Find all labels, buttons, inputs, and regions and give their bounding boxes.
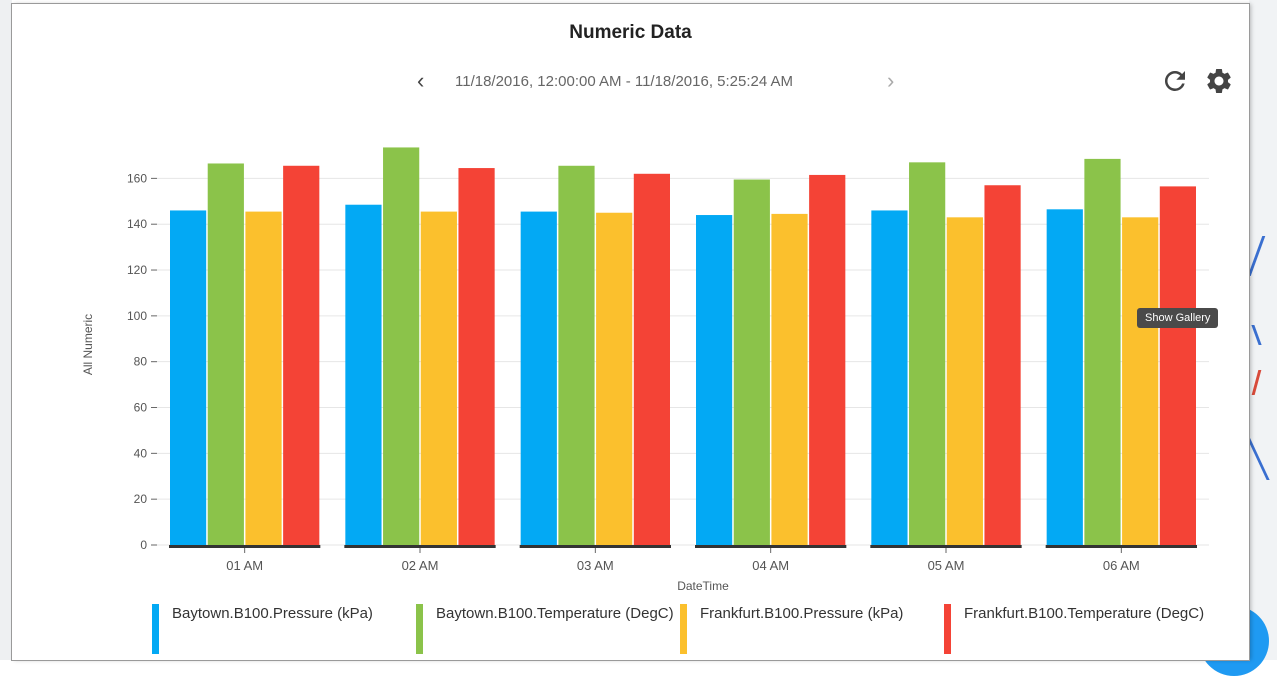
bar: [1159, 186, 1196, 546]
y-tick-label: 140: [127, 217, 147, 231]
x-tick-label: 04 AM: [752, 558, 789, 573]
legend-swatch: [416, 604, 423, 654]
x-axis-label: DateTime: [677, 579, 729, 593]
x-tick-label: 01 AM: [226, 558, 263, 573]
y-tick-label: 40: [134, 446, 148, 460]
bar: [458, 168, 495, 545]
bar: [1122, 217, 1159, 545]
legend-label: Frankfurt.B100.Pressure (kPa): [700, 605, 904, 622]
bar: [696, 215, 733, 545]
x-tick-label: 05 AM: [928, 558, 965, 573]
bar: [1084, 158, 1121, 545]
x-tick-label: 06 AM: [1103, 558, 1140, 573]
gallery-thumbnail: [1249, 430, 1277, 480]
legend-label: Frankfurt.B100.Temperature (DegC): [964, 605, 1205, 622]
legend-label: Baytown.B100.Temperature (DegC): [436, 605, 674, 622]
bar-chart: 0 20 40 60 80 100 120 140 160 All Numeric 01 AM 02 …: [81, 147, 1209, 593]
y-tick-label: 160: [127, 171, 147, 185]
gallery-thumbnail: [1251, 370, 1276, 395]
y-tick-label: 0: [140, 538, 147, 552]
legend-swatch: [944, 604, 951, 654]
bar: [733, 179, 770, 545]
y-axis-label: All Numeric: [81, 314, 95, 375]
bar: [809, 174, 846, 546]
bar: [633, 173, 670, 545]
bar: [909, 162, 946, 545]
gallery-thumbnail: [1251, 325, 1276, 345]
bar: [245, 211, 282, 545]
gallery-thumbnail: [1249, 236, 1277, 276]
bar: [207, 163, 244, 545]
chart-legend: Baytown.B100.Pressure (kPa) Baytown.B100…: [152, 602, 1212, 660]
bar: [596, 212, 633, 545]
y-tick-label: 60: [134, 401, 148, 415]
background-left-edge: [0, 0, 12, 660]
chart-panel: Numeric Data ‹ 11/18/2016, 12:00:00 AM -…: [12, 4, 1249, 660]
chart-title: Numeric Data: [569, 22, 692, 43]
bar: [383, 147, 420, 546]
chevron-left-icon[interactable]: ‹: [417, 68, 425, 93]
bar: [420, 211, 457, 545]
legend-label: Baytown.B100.Pressure (kPa): [172, 605, 373, 622]
bar: [946, 217, 983, 545]
legend-swatch: [152, 604, 159, 654]
bar: [558, 165, 595, 546]
gear-icon[interactable]: [1204, 66, 1234, 96]
x-tick-label: 02 AM: [402, 558, 439, 573]
bar: [520, 211, 557, 545]
bar: [283, 165, 320, 546]
bar: [984, 185, 1021, 545]
bar: [1046, 209, 1083, 545]
y-tick-label: 80: [134, 355, 148, 369]
chevron-right-icon[interactable]: ›: [887, 68, 895, 93]
bar: [871, 210, 908, 546]
bar: [771, 213, 808, 546]
legend-swatch: [680, 604, 687, 654]
y-tick-label: 20: [134, 492, 148, 506]
show-gallery-tooltip: Show Gallery: [1137, 308, 1219, 328]
date-range-label: 11/18/2016, 12:00:00 AM - 11/18/2016, 5:…: [455, 73, 794, 90]
bar: [345, 204, 382, 546]
y-tick-label: 100: [127, 309, 147, 323]
y-tick-label: 120: [127, 263, 147, 277]
x-tick-label: 03 AM: [577, 558, 614, 573]
bar: [170, 210, 207, 546]
background-gallery-strip: [1249, 0, 1277, 660]
